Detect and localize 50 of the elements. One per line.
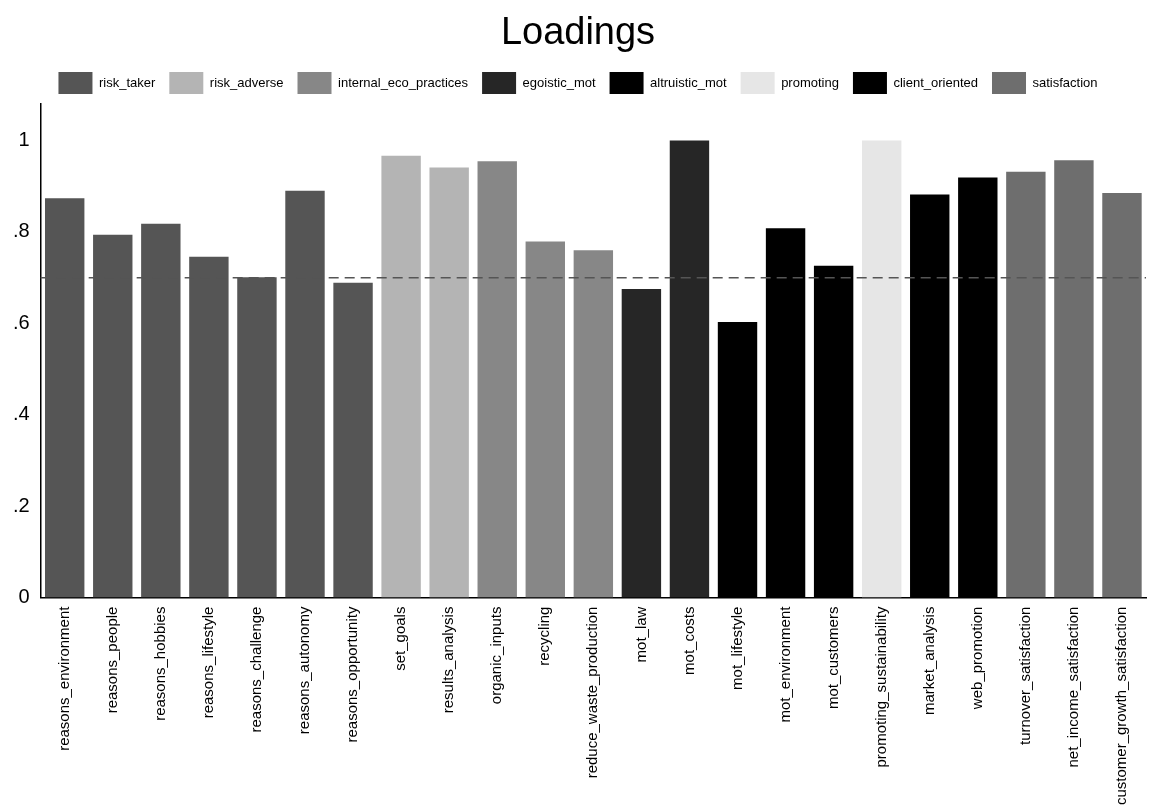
legend-label: internal_eco_practices [338,74,469,90]
x-tick-label: organic_inputs [487,606,505,705]
y-tick-label: .4 [12,402,30,425]
bar [861,140,902,598]
legend-label: risk_adverse [209,74,284,90]
y-tick-label: .6 [12,310,30,333]
bar [381,155,421,598]
y-tick-label: 0 [18,585,30,608]
x-tick-label: reduce_waste_production [583,606,601,779]
bar [429,167,469,598]
x-tick-label: mot_customers [823,606,841,710]
bar [333,282,373,598]
x-tick-label: web_promotion [967,606,985,711]
x-tick-label: reasons_autonomy [295,606,313,735]
x-tick-label: set_goals [391,606,409,671]
bar [669,140,710,598]
legend-label: promoting [781,74,839,90]
x-tick-label: net_income_satisfaction [1064,606,1082,768]
x-tick-label: reasons_environment [54,605,72,751]
y-tick-label: .2 [12,493,30,516]
x-tick-label: mot_lifestyle [727,606,745,690]
bar [1102,193,1142,598]
legend-label: altruistic_mot [650,74,728,90]
bar [477,161,517,598]
x-tick-label: mot_law [631,606,649,663]
bar [1054,160,1094,598]
bar [1006,171,1046,598]
x-tick-label: mot_environment [775,605,793,723]
x-tick-label: market_analysis [919,606,937,715]
bar [573,250,614,598]
x-tick-label: turnover_satisfaction [1016,606,1033,745]
legend-label: egoistic_mot [522,74,596,90]
legend-label: risk_taker [98,74,156,90]
legend-label: satisfaction [1032,74,1098,90]
x-tick-label: reasons_lifestyle [199,606,217,719]
x-tick-label: reasons_challenge [247,606,265,733]
x-tick-label: customer_growth_satisfaction [1112,606,1130,806]
x-tick-label: results_analysis [439,606,457,714]
y-tick-label: 1 [18,128,30,151]
bar [621,289,662,598]
x-tick-label: reasons_people [102,606,120,714]
legend-label: client_oriented [893,74,979,90]
x-tick-label: reasons_opportunity [343,606,361,743]
x-tick-label: reasons_hobbies [150,606,168,721]
x-tick-label: mot_costs [679,606,697,675]
bar [525,241,565,598]
x-tick-label: promoting_sustainability [871,606,889,768]
x-tick-label: recycling [535,606,553,666]
chart-title: Loadings [499,10,657,54]
y-tick-label: .8 [12,219,30,242]
